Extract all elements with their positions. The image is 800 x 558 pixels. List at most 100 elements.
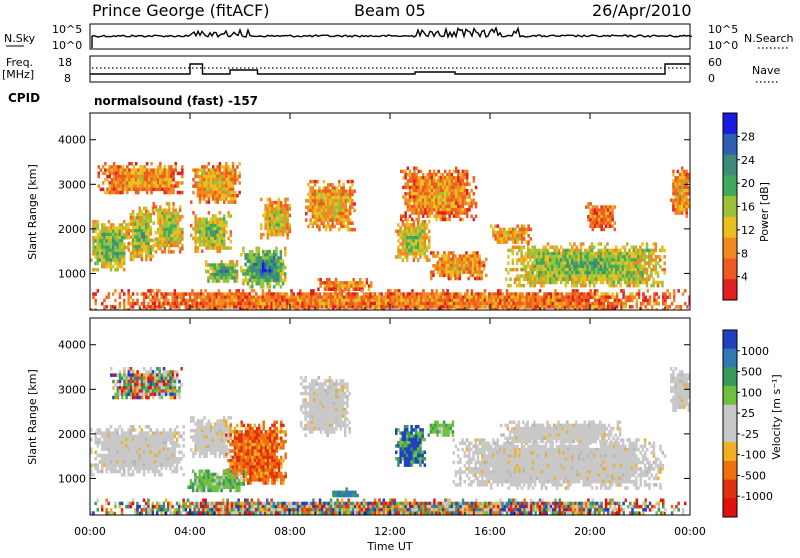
velocity-colorbar-tick-label: 500 xyxy=(741,366,762,379)
power-colorbar-tick-label: 12 xyxy=(741,224,755,237)
power-echo-region xyxy=(153,202,184,254)
station-title: Prince George (fitACF) xyxy=(92,1,270,20)
xtick-label: 16:00 xyxy=(474,525,506,538)
freq-tick-high: 18 xyxy=(58,56,72,69)
nsky-panel: N.Sky 10^5 10^0 10^5 10^0 N.Search xyxy=(4,23,794,52)
xtick-label: 12:00 xyxy=(374,525,406,538)
nave-tick-low: 0 xyxy=(708,72,715,85)
velocity-colorbar-swatch xyxy=(723,349,737,368)
freq-label-2: [MHz] xyxy=(2,68,34,81)
velocity-echo-region xyxy=(300,376,351,437)
velocity-ylabel: Slant Range [km] xyxy=(26,369,39,465)
nsky-label: N.Sky xyxy=(4,32,36,45)
power-colorbar-swatch xyxy=(723,217,737,238)
power-echo-region xyxy=(305,180,356,232)
power-echo-region xyxy=(90,220,130,272)
power-echo-region xyxy=(505,242,666,287)
power-echo-region xyxy=(317,278,372,291)
xtick-label: 08:00 xyxy=(274,525,306,538)
power-colorbar-tick-label: 4 xyxy=(741,271,748,284)
nsearch-label: N.Search xyxy=(744,32,794,45)
power-echo-region xyxy=(190,211,232,253)
power-colorbar-swatch xyxy=(723,134,737,155)
xtick-label: 00:00 xyxy=(674,525,706,538)
velocity-colorbar-label: Velocity [m s⁻¹] xyxy=(770,374,783,459)
power-colorbar-tick-label: 24 xyxy=(741,154,755,167)
velocity-colorbar-swatch xyxy=(723,424,737,443)
velocity-echo-region xyxy=(225,421,287,485)
date-title: 26/Apr/2010 xyxy=(592,1,692,20)
velocity-echo-region xyxy=(500,421,621,444)
power-echo-region xyxy=(430,251,488,280)
nave-tick-high: 60 xyxy=(708,56,722,69)
power-echo-region xyxy=(98,162,184,194)
power-echo-region xyxy=(490,224,532,244)
velocity-echo-region xyxy=(188,470,248,493)
power-ytick-label: 1000 xyxy=(58,267,86,280)
power-echo-region xyxy=(205,260,238,283)
velocity-echo-region xyxy=(453,438,667,490)
power-echo-region xyxy=(585,202,616,231)
velocity-echo-region xyxy=(332,487,359,497)
freq-panel: Freq. [MHz] 18 8 60 0 Nave xyxy=(2,56,780,85)
power-ytick-label: 2000 xyxy=(58,223,86,236)
velocity-colorbar-swatch xyxy=(723,367,737,386)
velocity-colorbar-tick-label: 1000 xyxy=(741,345,769,358)
velocity-ytick-label: 1000 xyxy=(58,472,86,485)
velocity-colorbar-swatch xyxy=(723,442,737,461)
velocity-echo-region xyxy=(90,499,687,515)
velocity-colorbar-swatch xyxy=(723,498,737,517)
velocity-colorbar-tick-label: -500 xyxy=(741,469,766,482)
cpid-text: normalsound (fast) -157 xyxy=(94,94,258,108)
velocity-colorbar-swatch xyxy=(723,461,737,480)
velocity-colorbar-tick-label: -25 xyxy=(741,428,759,441)
velocity-colorbar-tick-label: -100 xyxy=(741,449,766,462)
power-colorbar-swatch xyxy=(723,196,737,217)
velocity-colorbar-tick-label: -1000 xyxy=(741,490,773,503)
power-colorbar-swatch xyxy=(723,279,737,300)
velocity-colorbar-swatch xyxy=(723,480,737,499)
power-echo-region xyxy=(260,198,291,240)
power-echo-region xyxy=(670,167,692,219)
freq-trace xyxy=(90,64,690,74)
power-echo-region xyxy=(190,162,241,204)
velocity-ytick-label: 3000 xyxy=(58,383,86,396)
xaxis-label: Time UT xyxy=(366,540,412,553)
velocity-colorbar-tick-label: 25 xyxy=(741,407,755,420)
power-colorbar-tick-label: 16 xyxy=(741,201,755,214)
power-echo-region xyxy=(395,220,431,262)
power-colorbar-tick-label: 28 xyxy=(741,130,755,143)
power-echo-region xyxy=(240,247,287,289)
xtick-label: 00:00 xyxy=(74,525,106,538)
power-ylabel: Slant Range [km] xyxy=(26,164,39,260)
xtick-label: 20:00 xyxy=(574,525,606,538)
nsky-trace xyxy=(92,28,692,48)
cpid-label: CPID xyxy=(8,91,40,105)
nave-label: Nave xyxy=(752,64,780,77)
power-colorbar-swatch xyxy=(723,175,737,196)
velocity-ytick-label: 2000 xyxy=(58,428,86,441)
power-ytick-label: 3000 xyxy=(58,178,86,191)
velocity-echo-region xyxy=(395,425,426,467)
power-colorbar-swatch xyxy=(723,155,737,176)
power-colorbar-tick-label: 20 xyxy=(741,177,755,190)
nsky-tick-low: 10^0 xyxy=(52,39,82,52)
power-colorbar-tick-label: 8 xyxy=(741,247,748,260)
velocity-colorbar-swatch xyxy=(723,405,737,424)
power-colorbar-swatch xyxy=(723,238,737,259)
power-colorbar-label: Power [dB] xyxy=(758,182,771,242)
power-echo-region xyxy=(128,207,155,262)
velocity-echo-region xyxy=(110,367,183,399)
velocity-panel: 4000 3000 2000 1000 Slant Range [km] 1000 50… xyxy=(26,318,783,518)
velocity-colorbar-swatch xyxy=(723,330,737,349)
velocity-colorbar-swatch xyxy=(723,386,737,405)
velocity-echo-region xyxy=(90,425,185,477)
xtick-label: 04:00 xyxy=(174,525,206,538)
nsearch-tick-high: 10^5 xyxy=(708,23,738,36)
velocity-ytick-label: 4000 xyxy=(58,339,86,352)
nsearch-tick-low: 10^0 xyxy=(708,39,738,52)
power-colorbar-swatch xyxy=(723,258,737,279)
power-echo-region xyxy=(400,167,477,222)
